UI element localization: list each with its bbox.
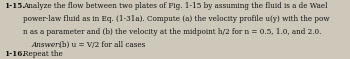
Text: 1-15.: 1-15. — [4, 2, 25, 10]
Text: Answer:: Answer: — [32, 41, 62, 49]
Text: n as a parameter and (b) the velocity at the midpoint h/2 for n = 0.5, 1.0, and : n as a parameter and (b) the velocity at… — [23, 28, 321, 36]
Text: (b) u = V/2 for all cases: (b) u = V/2 for all cases — [59, 41, 145, 49]
Text: power-law fluid as in Eq. (1-31a). Compute (a) the velocity profile u(y) with th: power-law fluid as in Eq. (1-31a). Compu… — [23, 15, 330, 23]
Text: Analyze the flow between two plates of Fig. 1-15 by assuming the fluid is a de W: Analyze the flow between two plates of F… — [23, 2, 328, 10]
Text: Repeat the: Repeat the — [23, 50, 63, 58]
Text: 1-16.: 1-16. — [4, 50, 25, 58]
